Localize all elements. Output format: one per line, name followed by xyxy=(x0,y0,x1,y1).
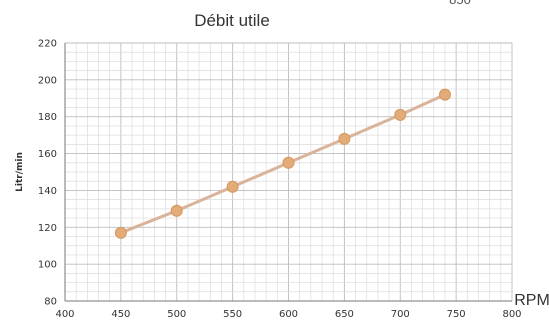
y-tick-label: 220 xyxy=(38,39,57,50)
x-tick-label: 750 xyxy=(447,309,466,320)
y-tick-label: 100 xyxy=(38,260,57,271)
y-tick-labels: 80 100 120 140 160 180 200 220 xyxy=(38,39,57,308)
axes xyxy=(64,43,512,302)
y-tick-label: 160 xyxy=(38,149,57,160)
data-point xyxy=(114,226,127,239)
x-tick-label: 500 xyxy=(167,309,186,320)
data-point xyxy=(282,156,295,169)
y-axis-label: Litr/min xyxy=(15,152,25,192)
chart-title: Débit utile xyxy=(194,11,270,30)
x-tick-label: 400 xyxy=(55,309,74,320)
x-tick-label: 600 xyxy=(279,309,298,320)
y-tick-label: 200 xyxy=(38,75,57,86)
data-point xyxy=(438,88,451,101)
y-tick-label: 120 xyxy=(38,223,57,234)
series-group xyxy=(114,88,451,239)
x-tick-label: 450 xyxy=(111,309,130,320)
y-tick-label: 180 xyxy=(38,112,57,123)
corner-label: 850 xyxy=(449,0,471,7)
data-point xyxy=(170,204,183,217)
x-tick-labels: 400 450 500 550 600 650 700 750 800 xyxy=(55,309,521,320)
data-point xyxy=(394,108,407,121)
grid xyxy=(64,42,513,302)
x-tick-label: 550 xyxy=(223,309,242,320)
x-tick-label: 700 xyxy=(391,309,410,320)
data-point xyxy=(338,132,351,145)
y-tick-label: 80 xyxy=(44,297,57,308)
data-point xyxy=(226,180,239,193)
x-tick-label: 800 xyxy=(502,309,521,320)
x-axis-label: RPM xyxy=(514,292,549,309)
x-tick-label: 650 xyxy=(335,309,354,320)
y-tick-label: 140 xyxy=(38,186,57,197)
